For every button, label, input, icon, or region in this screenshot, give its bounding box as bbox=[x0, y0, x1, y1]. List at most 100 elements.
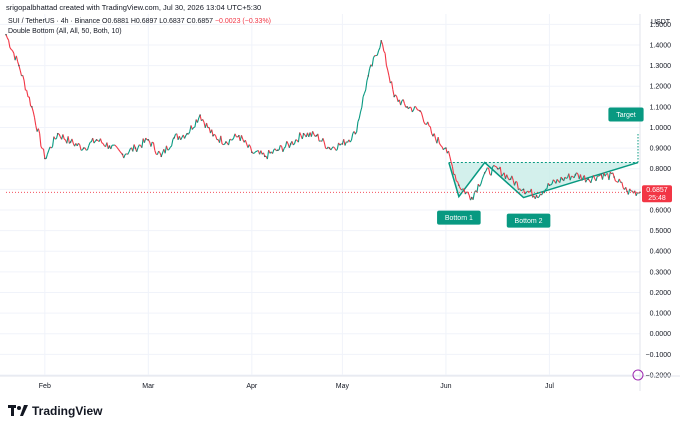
price-segment bbox=[110, 145, 113, 150]
data-point bbox=[548, 184, 551, 187]
price-segment bbox=[396, 96, 399, 102]
price-segment bbox=[410, 107, 413, 113]
indicator-legend[interactable]: Double Bottom (All, All, 50, Both, 10) bbox=[8, 28, 122, 35]
price-tick-label: 1.5000 bbox=[650, 22, 672, 29]
double-bottom-outline bbox=[448, 161, 639, 199]
price-segment bbox=[585, 179, 588, 183]
price-segment bbox=[86, 145, 90, 150]
price-segment bbox=[383, 50, 386, 54]
price-segment bbox=[391, 81, 394, 90]
price-segment bbox=[339, 143, 342, 146]
price-segment bbox=[381, 44, 385, 52]
price-segment bbox=[438, 143, 442, 146]
chart-settings-icon[interactable] bbox=[632, 369, 644, 381]
price-segment bbox=[323, 142, 327, 149]
price-segment bbox=[330, 147, 333, 151]
price-segment bbox=[99, 138, 103, 143]
price-segment bbox=[429, 126, 433, 134]
data-point bbox=[535, 194, 538, 197]
price-segment bbox=[516, 182, 519, 190]
last-price-tag bbox=[642, 185, 672, 203]
price-segment bbox=[524, 192, 527, 195]
price-chart[interactable]: 1.5000 1.4000 1.3000 1.2000 1.1000 1.0000 0.90… bbox=[0, 14, 680, 399]
data-point bbox=[18, 64, 20, 67]
chart-credit: srigopalbhattad created with TradingView… bbox=[6, 3, 262, 12]
target-label-box bbox=[608, 107, 644, 122]
bar-countdown: 25:48 bbox=[648, 195, 666, 202]
price-segment bbox=[279, 144, 282, 147]
price-tick-label: 0.8000 bbox=[650, 166, 672, 173]
price-segment bbox=[433, 133, 437, 139]
price-segment bbox=[8, 40, 11, 48]
price-segment bbox=[466, 191, 469, 193]
price-segment bbox=[15, 55, 19, 62]
price-tick-label: 0.2000 bbox=[650, 290, 672, 297]
price-segment bbox=[420, 112, 424, 118]
currency-label: USDT bbox=[651, 19, 671, 26]
price-segment bbox=[128, 148, 131, 153]
data-point bbox=[5, 33, 7, 36]
price-segment bbox=[165, 145, 169, 151]
price-segment bbox=[37, 128, 41, 134]
price-segment bbox=[556, 178, 559, 182]
price-segment bbox=[46, 150, 50, 155]
price-segment bbox=[359, 107, 363, 113]
price-tick-label: 0.3000 bbox=[650, 269, 672, 276]
price-segment bbox=[150, 141, 153, 147]
data-point bbox=[419, 110, 421, 112]
price-segment bbox=[356, 121, 359, 133]
price-segment bbox=[136, 147, 139, 153]
price-segment bbox=[221, 143, 224, 146]
price-segment bbox=[576, 172, 579, 175]
price-segment bbox=[569, 176, 572, 181]
data-point bbox=[263, 155, 266, 158]
data-point bbox=[613, 176, 615, 178]
data-point bbox=[406, 106, 408, 108]
data-point bbox=[380, 40, 383, 42]
price-segment bbox=[349, 139, 352, 143]
price-segment bbox=[411, 109, 415, 113]
time-tick-label: Jun bbox=[440, 383, 451, 390]
price-segment bbox=[106, 142, 109, 149]
data-point bbox=[160, 155, 163, 158]
price-segment bbox=[449, 156, 452, 163]
price-segment bbox=[621, 182, 624, 188]
data-point bbox=[289, 143, 292, 145]
price-tick-label: 1.4000 bbox=[650, 42, 672, 49]
data-point bbox=[147, 139, 150, 141]
price-segment bbox=[48, 146, 51, 151]
tradingview-brand: TradingView bbox=[32, 404, 103, 418]
price-segment bbox=[579, 174, 583, 181]
data-point bbox=[574, 174, 577, 176]
price-segment bbox=[499, 166, 503, 177]
price-segment bbox=[365, 80, 368, 91]
price-segment bbox=[171, 139, 174, 147]
price-segment bbox=[132, 144, 135, 152]
price-segment bbox=[583, 175, 587, 183]
price-segment bbox=[488, 168, 491, 175]
price-segment bbox=[137, 144, 140, 148]
price-segment bbox=[93, 140, 96, 144]
price-segment bbox=[371, 57, 375, 67]
price-segment bbox=[158, 150, 161, 154]
price-segment bbox=[199, 114, 202, 121]
price-segment bbox=[248, 144, 252, 148]
price-segment bbox=[119, 150, 122, 154]
data-point bbox=[225, 141, 227, 143]
price-segment bbox=[618, 178, 622, 183]
price-segment bbox=[143, 137, 147, 143]
price-segment bbox=[78, 142, 81, 146]
price-segment bbox=[472, 192, 475, 200]
price-segment bbox=[476, 184, 479, 193]
chart-plot-area[interactable]: 1.5000 1.4000 1.3000 1.2000 1.1000 1.0000 0.90… bbox=[0, 14, 680, 399]
price-segment bbox=[187, 131, 191, 135]
time-tick-label: May bbox=[336, 383, 350, 390]
price-segment bbox=[92, 137, 95, 144]
data-point bbox=[108, 145, 111, 147]
price-segment bbox=[168, 146, 171, 150]
price-segment bbox=[11, 50, 15, 54]
data-point bbox=[302, 132, 305, 135]
data-point bbox=[212, 134, 214, 137]
symbol-name: SUI / TetherUS · 4h · Binance bbox=[8, 18, 101, 25]
price-segment bbox=[313, 134, 316, 137]
